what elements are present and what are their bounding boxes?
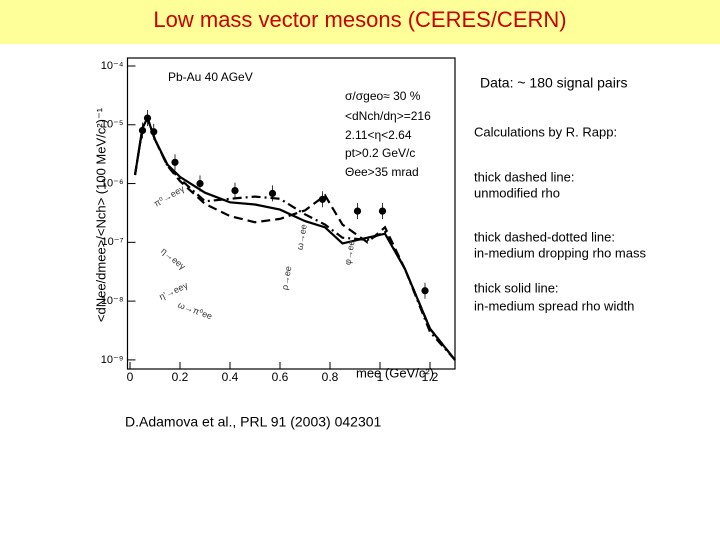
data-point (421, 287, 429, 295)
data-point (353, 207, 362, 215)
y-axis-label: <dNee/dmee>/<Nch> (100 MeV/c²)⁻¹ (93, 107, 108, 322)
data-point (196, 179, 204, 188)
x-tick-label: 0.6 (272, 370, 289, 384)
y-tick-label: 10⁻⁵ (101, 119, 124, 131)
plot-label: pt>0.2 GeV/c (345, 146, 415, 160)
curve-label: ω→ee (294, 223, 308, 250)
x-tick-label: 0.4 (222, 370, 239, 384)
slide-title: Low mass vector mesons (CERES/CERN) (153, 7, 566, 32)
y-tick-label: 10⁻⁷ (101, 236, 123, 248)
data-point (378, 207, 387, 215)
y-tick-label: 10⁻⁸ (101, 295, 124, 307)
x-tick-label: 0.8 (322, 370, 339, 384)
curve-label: ρ→ee (279, 265, 293, 291)
data-point (171, 158, 179, 166)
note: Data: ~ 180 signal pairs (480, 75, 627, 91)
y-tick-label: 10⁻⁹ (101, 354, 124, 366)
x-tick-label: 1 (377, 370, 384, 384)
x-tick-label: 0 (127, 370, 134, 384)
citation: D.Adamova et al., PRL 91 (2003) 042301 (125, 414, 382, 430)
note: thick solid line: (474, 280, 559, 295)
theory-curve (133, 115, 456, 361)
note: Calculations by R. Rapp: (474, 124, 617, 139)
y-tick-label: 10⁻⁶ (101, 177, 124, 189)
x-tick-label: 0.2 (172, 370, 189, 384)
plot-label: 2.11<η<2.64 (345, 128, 412, 142)
data-point (231, 186, 239, 195)
plot-label: σ/σgeo≈ 30 % (345, 89, 421, 103)
plot-label: <dNch/dη>=216 (345, 109, 431, 123)
note: in-medium spread rho width (474, 298, 634, 313)
note: thick dashed line: (474, 169, 574, 184)
curve-label: η'→eeγ (158, 280, 190, 302)
title-bar (0, 0, 720, 44)
y-tick-label: 10⁻⁴ (101, 60, 124, 72)
data-point (318, 195, 327, 203)
curve-label: η→eeγ (159, 246, 188, 272)
x-tick-label: 1.2 (422, 370, 439, 384)
data-point (268, 189, 277, 198)
plot-label: Θee>35 mrad (345, 165, 419, 179)
curve-label: ω→π⁰ee (177, 300, 214, 322)
plot-label: Pb-Au 40 AGeV (168, 70, 253, 84)
x-axis-label: mee (GeV/c²) (356, 365, 434, 380)
note: in-medium dropping rho mass (474, 245, 646, 260)
curve-label: π⁰→eeγ (152, 183, 186, 209)
plot-frame (126, 57, 456, 370)
note: unmodified rho (474, 185, 560, 200)
note: thick dashed-dotted line: (474, 229, 615, 244)
curve-label: φ→ee (342, 240, 356, 266)
